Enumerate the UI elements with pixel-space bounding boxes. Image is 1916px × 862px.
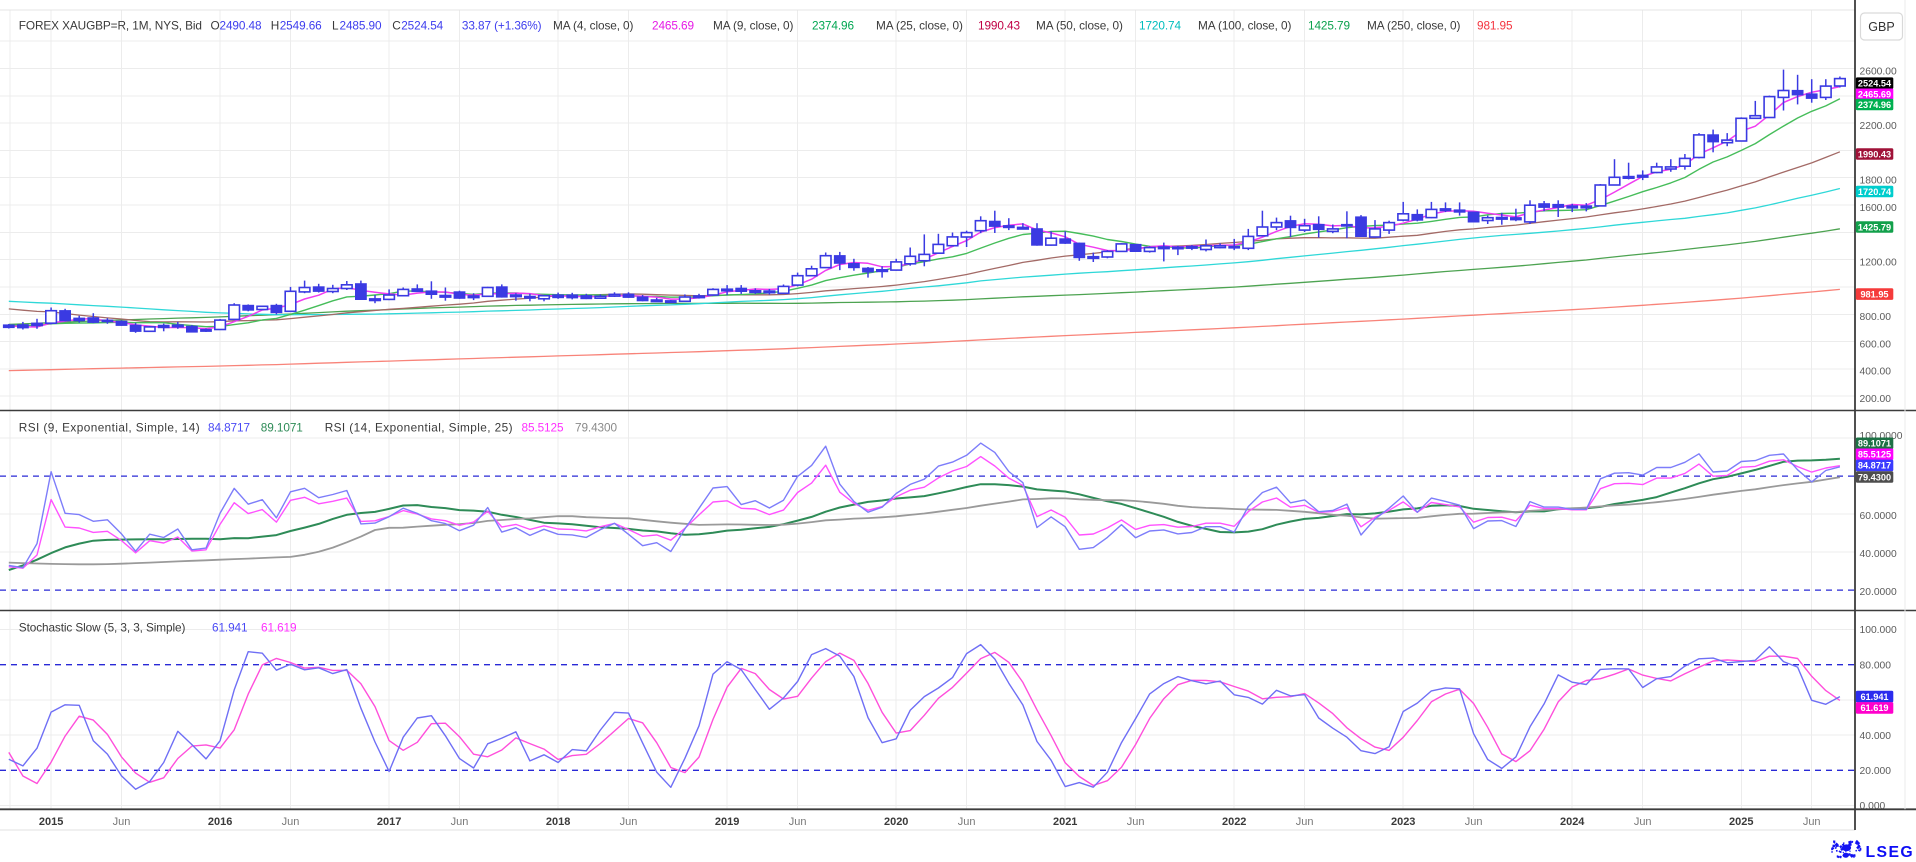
- svg-text:20.0000: 20.0000: [1860, 587, 1897, 598]
- svg-text:89.1071: 89.1071: [261, 420, 303, 434]
- svg-text:2016: 2016: [208, 816, 232, 828]
- svg-text:Stochastic Slow (5, 3, 3, Simp: Stochastic Slow (5, 3, 3, Simple): [19, 620, 186, 634]
- svg-text:GBP: GBP: [1868, 20, 1894, 34]
- svg-text:200.00: 200.00: [1860, 394, 1892, 405]
- svg-text:2019: 2019: [715, 816, 739, 828]
- svg-text:85.5125: 85.5125: [1858, 450, 1891, 460]
- svg-text:61.619: 61.619: [261, 620, 296, 634]
- svg-text:C: C: [392, 18, 401, 32]
- svg-text:Jun: Jun: [1127, 816, 1145, 828]
- svg-text:1425.79: 1425.79: [1858, 222, 1891, 232]
- svg-text:MA (4, close, 0): MA (4, close, 0): [553, 18, 634, 32]
- svg-text:100.0000: 100.0000: [1860, 431, 1903, 442]
- svg-text:2200.00: 2200.00: [1860, 121, 1897, 132]
- svg-text:2485.90: 2485.90: [340, 18, 382, 32]
- svg-text:2022: 2022: [1222, 816, 1246, 828]
- svg-text:2025: 2025: [1729, 816, 1753, 828]
- svg-text:2023: 2023: [1391, 816, 1415, 828]
- svg-text:0.000: 0.000: [1860, 801, 1886, 812]
- svg-text:1600.00: 1600.00: [1860, 203, 1897, 214]
- svg-text:L: L: [332, 18, 339, 32]
- svg-text:2549.66: 2549.66: [280, 18, 322, 32]
- svg-text:40.000: 40.000: [1860, 731, 1892, 742]
- svg-text:2465.69: 2465.69: [1858, 90, 1891, 100]
- svg-text:RSI (9, Exponential, Simple, 1: RSI (9, Exponential, Simple, 14): [19, 420, 200, 434]
- svg-text:Jun: Jun: [958, 816, 976, 828]
- svg-text:2015: 2015: [39, 816, 63, 828]
- svg-text:Jun: Jun: [451, 816, 469, 828]
- svg-text:1990.43: 1990.43: [1858, 149, 1891, 159]
- svg-text:84.8717: 84.8717: [208, 420, 250, 434]
- svg-text:84.8717: 84.8717: [1858, 461, 1891, 471]
- svg-text:Jun: Jun: [113, 816, 131, 828]
- svg-text:1800.00: 1800.00: [1860, 176, 1897, 187]
- svg-text:Jun: Jun: [1465, 816, 1483, 828]
- svg-text:33.87 (+1.36%): 33.87 (+1.36%): [462, 18, 542, 32]
- svg-text:Jun: Jun: [282, 816, 300, 828]
- svg-text:Jun: Jun: [1634, 816, 1652, 828]
- svg-text:MA (50, close, 0): MA (50, close, 0): [1036, 18, 1123, 32]
- svg-text:FOREX XAUGBP=R, 1M, NYS, Bid: FOREX XAUGBP=R, 1M, NYS, Bid: [19, 18, 202, 32]
- svg-text:LSEG: LSEG: [1866, 844, 1915, 861]
- svg-text:800.00: 800.00: [1860, 312, 1892, 323]
- svg-text:2524.54: 2524.54: [1858, 79, 1892, 89]
- svg-text:100.000: 100.000: [1860, 625, 1897, 636]
- svg-text:2024: 2024: [1560, 816, 1585, 828]
- svg-text:61.941: 61.941: [212, 620, 247, 634]
- svg-text:85.5125: 85.5125: [522, 420, 564, 434]
- svg-text:61.619: 61.619: [1860, 703, 1888, 713]
- svg-text:2020: 2020: [884, 816, 908, 828]
- svg-text:981.95: 981.95: [1860, 289, 1888, 299]
- svg-text:O: O: [211, 18, 220, 32]
- svg-text:2374.96: 2374.96: [1858, 100, 1891, 110]
- svg-text:79.4300: 79.4300: [1858, 472, 1891, 482]
- svg-text:MA (100, close, 0): MA (100, close, 0): [1198, 18, 1291, 32]
- svg-text:Jun: Jun: [1803, 816, 1821, 828]
- svg-text:MA (9, close, 0): MA (9, close, 0): [713, 18, 794, 32]
- svg-text:1200.00: 1200.00: [1860, 258, 1897, 269]
- svg-text:1990.43: 1990.43: [978, 18, 1020, 32]
- svg-text:2600.00: 2600.00: [1860, 66, 1897, 77]
- svg-text:2017: 2017: [377, 816, 401, 828]
- svg-text:2374.96: 2374.96: [812, 18, 854, 32]
- svg-text:400.00: 400.00: [1860, 367, 1892, 378]
- svg-text:2524.54: 2524.54: [401, 18, 443, 32]
- svg-text:2021: 2021: [1053, 816, 1077, 828]
- svg-text:2465.69: 2465.69: [652, 18, 694, 32]
- svg-text:40.0000: 40.0000: [1860, 549, 1897, 560]
- svg-text:Jun: Jun: [1296, 816, 1314, 828]
- svg-text:1720.74: 1720.74: [1858, 187, 1892, 197]
- svg-text:Jun: Jun: [789, 816, 807, 828]
- svg-text:H: H: [271, 18, 279, 32]
- svg-text:MA (25, close, 0): MA (25, close, 0): [876, 18, 963, 32]
- svg-text:1720.74: 1720.74: [1139, 18, 1181, 32]
- svg-text:60.0000: 60.0000: [1860, 511, 1897, 522]
- svg-text:80.000: 80.000: [1860, 660, 1892, 671]
- svg-text:MA (250, close, 0): MA (250, close, 0): [1367, 18, 1460, 32]
- svg-text:Jun: Jun: [620, 816, 638, 828]
- svg-text:20.000: 20.000: [1860, 766, 1892, 777]
- svg-text:RSI (14, Exponential, Simple,: RSI (14, Exponential, Simple, 25): [325, 420, 513, 434]
- svg-text:2490.48: 2490.48: [220, 18, 262, 32]
- svg-text:89.1071: 89.1071: [1858, 439, 1891, 449]
- svg-text:600.00: 600.00: [1860, 339, 1892, 350]
- svg-text:61.941: 61.941: [1860, 692, 1888, 702]
- svg-text:1425.79: 1425.79: [1308, 18, 1350, 32]
- svg-text:981.95: 981.95: [1477, 18, 1513, 32]
- svg-text:79.4300: 79.4300: [575, 420, 617, 434]
- svg-text:2018: 2018: [546, 816, 570, 828]
